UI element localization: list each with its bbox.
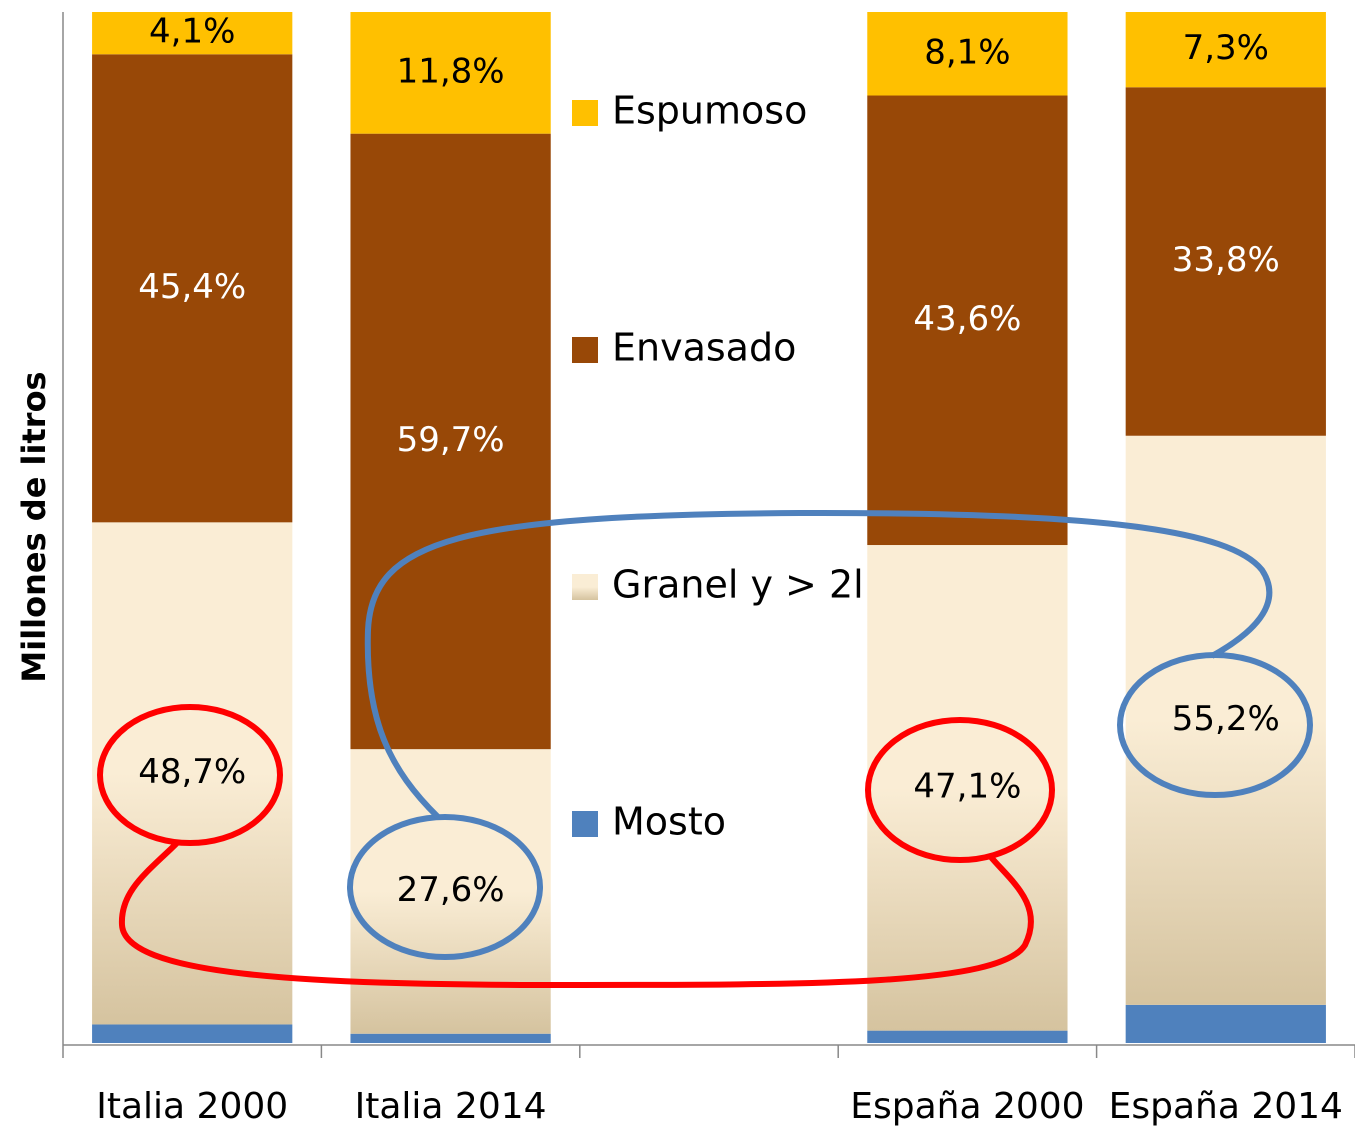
data-label: 43,6% [913,299,1021,339]
data-label: 8,1% [924,32,1010,72]
x-tick-label: España 2000 [850,1086,1084,1127]
data-label: 48,7% [138,752,246,792]
x-tick-label: Italia 2014 [355,1086,547,1127]
x-tick-label: España 2014 [1109,1086,1343,1127]
bar-segment [92,522,293,1025]
legend-label: Granel y > 2l [612,563,864,607]
legend: Mosto Granel y > 2l Envasado Espumoso [572,89,864,844]
bar-segment [1125,1004,1326,1043]
data-label: 7,3% [1183,28,1269,68]
highlight-circle [97,704,283,846]
data-label: 55,2% [1172,699,1280,739]
bar-segment [350,1033,551,1043]
y-axis-title: Millones de litros [15,371,53,682]
legend-swatch [572,574,598,600]
data-label: 59,7% [397,420,505,460]
bar-segment [867,12,1068,96]
bar-segment [92,54,293,523]
x-tick-label: Italia 2000 [96,1086,288,1127]
bar-segment [867,95,1068,546]
bar-segment [867,1030,1068,1043]
bar-segment [1125,87,1326,436]
data-label: 47,1% [913,766,1021,806]
bar-segment [350,133,551,750]
annotations [97,509,1313,989]
connector [118,839,1034,989]
connector [364,509,1273,820]
bar-segment [92,1024,293,1043]
data-label: 4,1% [149,12,235,52]
bar-segment [867,545,1068,1031]
legend-label: Espumoso [612,89,807,133]
highlight-circle [347,814,543,960]
legend-swatch [572,100,598,126]
bar-segment [350,12,551,134]
bar-segment [92,12,293,55]
data-label: 33,8% [1172,240,1280,280]
legend-label: Mosto [612,800,726,844]
bar-segment [1125,12,1326,88]
legend-swatch [572,811,598,837]
data-label: 45,4% [138,267,246,307]
data-label: 27,6% [397,870,505,910]
data-label: 11,8% [397,51,505,91]
legend-label: Envasado [612,326,796,370]
legend-swatch [572,337,598,363]
highlight-circle [865,717,1055,863]
